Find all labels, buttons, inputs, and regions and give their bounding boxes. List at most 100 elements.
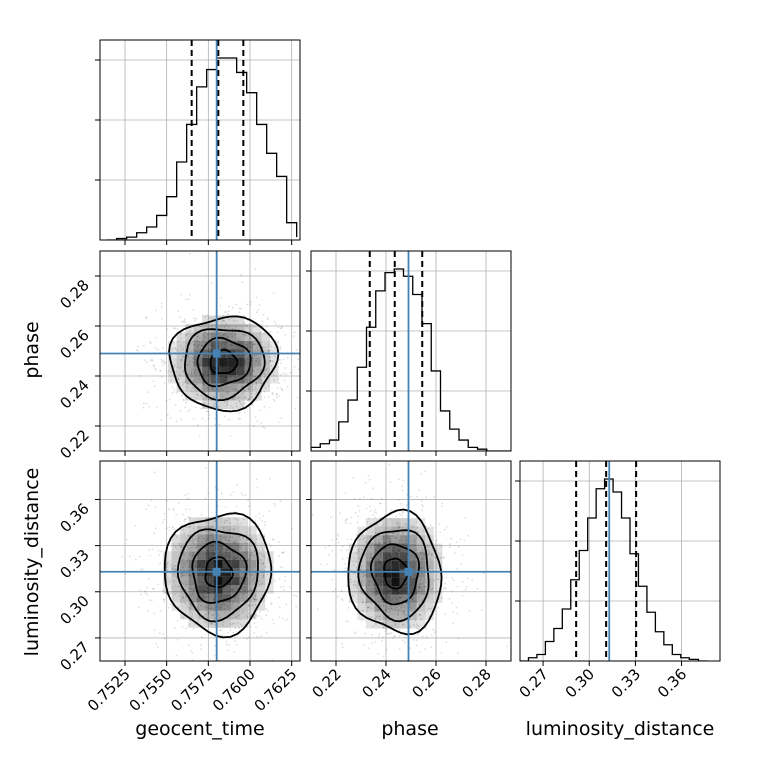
scatter-point [354, 584, 357, 587]
scatter-point [210, 623, 213, 625]
panel-frame [99, 250, 301, 452]
scatter-point [364, 554, 367, 556]
scatter-point [334, 588, 337, 591]
tick-label: 0.28 [56, 276, 92, 312]
scatter-point [174, 534, 177, 536]
scatter-point [211, 614, 214, 616]
density-cell [416, 577, 426, 587]
scatter-point [414, 619, 417, 622]
scatter-point [260, 369, 262, 372]
scatter-point [168, 526, 171, 529]
density-cell [219, 383, 228, 392]
density-cell [222, 585, 232, 594]
density-cell [244, 392, 254, 401]
scatter-point [355, 535, 358, 537]
scatter-point [207, 398, 210, 401]
scatter-point [403, 606, 406, 609]
scatter-point [289, 371, 292, 374]
scatter-point [378, 596, 381, 599]
density-cell [256, 593, 266, 603]
scatter-point [388, 632, 391, 635]
scatter-point [213, 330, 216, 333]
scatter-point [452, 579, 455, 582]
scatter-point [221, 389, 224, 391]
scatter-point [250, 574, 253, 577]
scatter-point [174, 585, 177, 587]
scatter-point [227, 530, 230, 533]
scatter-point [184, 537, 187, 539]
density-cell [261, 332, 271, 341]
density-cell [425, 543, 434, 553]
scatter-point [240, 307, 243, 310]
scatter-point [403, 612, 406, 615]
scatter-point [244, 355, 247, 358]
scatter-point [201, 636, 203, 639]
scatter-point [238, 307, 241, 310]
density-cell [357, 526, 366, 536]
scatter-point [349, 522, 352, 525]
density-cell [219, 324, 228, 333]
scatter-point [159, 370, 162, 372]
density-cell [261, 358, 271, 367]
scatter-point [247, 505, 250, 508]
scatter-point [200, 325, 203, 328]
scatter-point [397, 612, 399, 615]
scatter-point [263, 390, 266, 393]
scatter-point [245, 382, 248, 385]
scatter-point [166, 328, 168, 331]
scatter-point [231, 398, 234, 400]
scatter-point [180, 601, 183, 604]
scatter-point [168, 529, 171, 531]
scatter-point [264, 386, 267, 389]
scatter-point [244, 389, 246, 392]
density-cell [222, 576, 232, 586]
scatter-point [195, 393, 198, 395]
scatter-point [372, 514, 375, 516]
density-cell [227, 315, 237, 324]
scatter-point [443, 528, 446, 531]
scatter-point [181, 320, 184, 323]
scatter-point [274, 579, 277, 582]
density-cell [171, 551, 181, 560]
scatter-point [219, 331, 222, 334]
density-cell [365, 552, 375, 561]
scatter-point [175, 577, 178, 579]
scatter-point [439, 531, 441, 534]
scatter-point [249, 342, 252, 344]
scatter-point [369, 536, 372, 538]
scatter-point [143, 345, 145, 347]
scatter-point [239, 618, 242, 621]
scatter-point [161, 376, 163, 378]
scatter-point [183, 370, 185, 373]
scatter-point [340, 590, 343, 592]
scatter-point [178, 382, 181, 385]
scatter-point [226, 332, 229, 334]
scatter-point [386, 536, 389, 538]
scatter-point [186, 558, 189, 561]
density-cell [391, 552, 400, 561]
density-cell [408, 543, 417, 553]
density-cell [357, 586, 366, 595]
scatter-point [368, 478, 371, 481]
scatter-point [260, 553, 263, 555]
scatter-point [257, 368, 259, 371]
scatter-point [151, 358, 153, 361]
scatter-point [256, 486, 259, 489]
scatter-point [409, 606, 412, 609]
scatter-point [244, 323, 247, 326]
scatter-point [192, 589, 195, 591]
scatter-point [251, 579, 254, 582]
scatter-point [203, 406, 205, 409]
scatter-point [271, 618, 274, 621]
density-cell [168, 366, 177, 375]
scatter-point [295, 605, 298, 608]
scatter-point [437, 578, 440, 580]
scatter-point [367, 584, 370, 587]
scatter-point [285, 618, 288, 621]
scatter-point [400, 610, 403, 612]
scatter-point [370, 642, 373, 645]
scatter-point [240, 274, 243, 276]
scatter-point [233, 541, 235, 543]
scatter-point [264, 346, 266, 349]
scatter-point [331, 549, 334, 552]
